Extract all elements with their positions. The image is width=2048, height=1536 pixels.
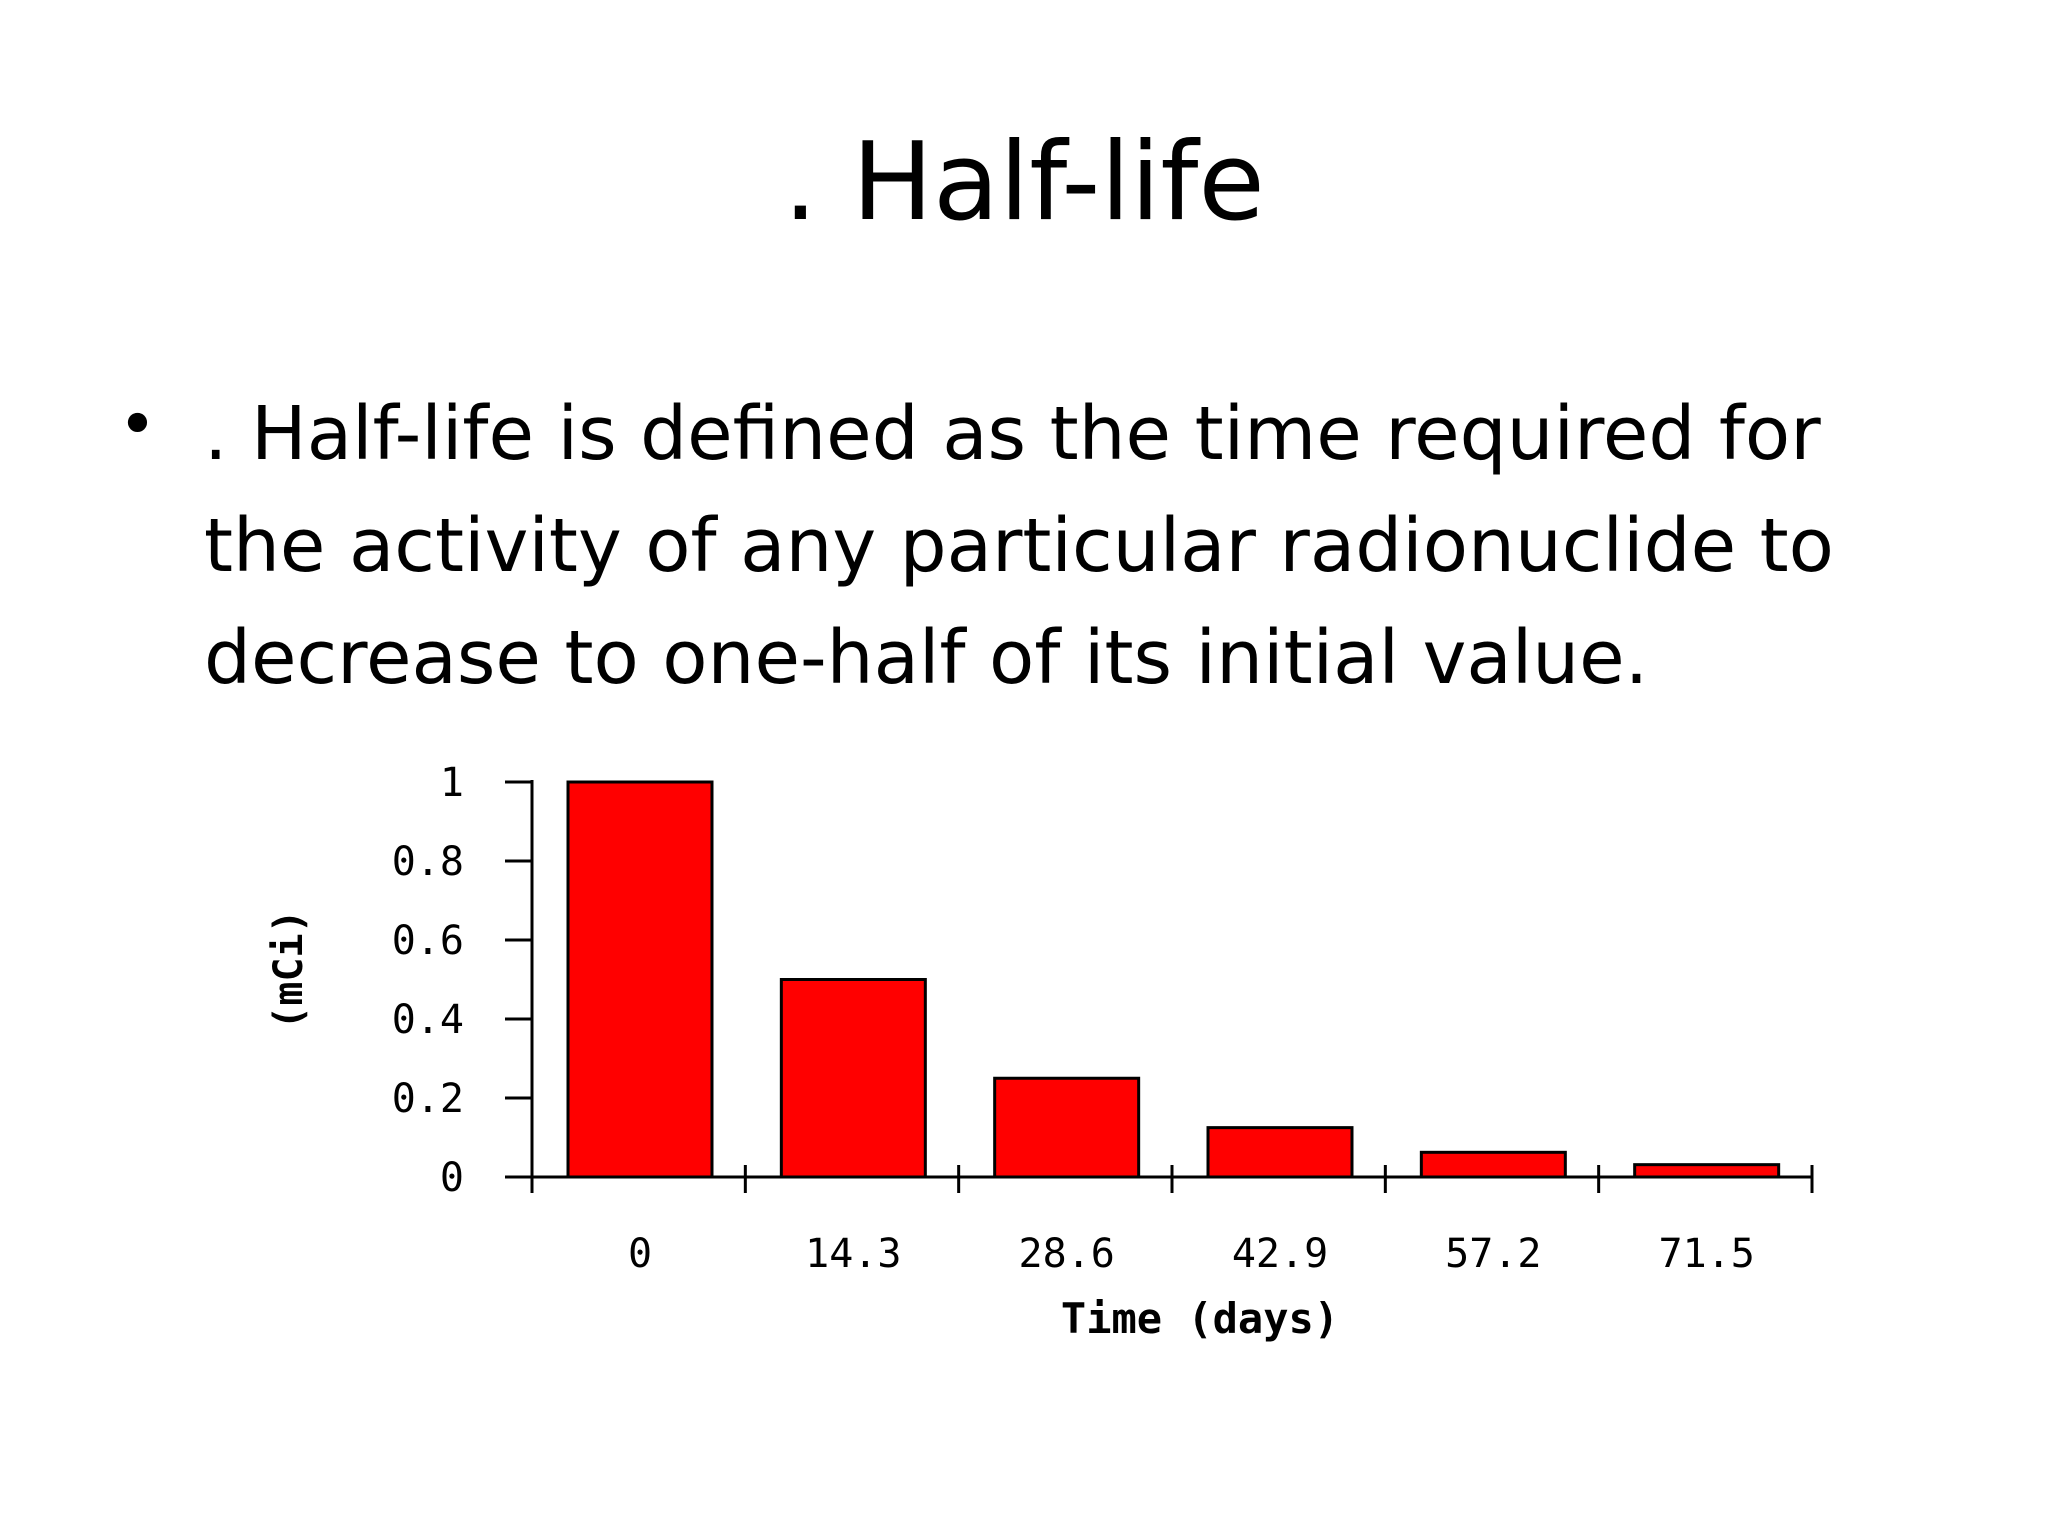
y-tick-label: 0.8	[392, 839, 464, 885]
bullet-text: . Half-life is defined as the time requi…	[204, 391, 1834, 701]
x-tick-label: 28.6	[1019, 1231, 1115, 1277]
bar	[1206, 1126, 1354, 1179]
bar	[993, 1076, 1141, 1179]
x-tick-label: 71.5	[1659, 1231, 1755, 1277]
x-tick-label: 0	[628, 1231, 652, 1277]
bar	[566, 780, 714, 1179]
bar	[1633, 1163, 1781, 1179]
x-axis-title: Time (days)	[1061, 1294, 1339, 1343]
bar	[779, 978, 927, 1179]
bullet-marker: •	[118, 386, 157, 463]
bar	[1419, 1150, 1567, 1179]
y-tick-label: 0.2	[392, 1076, 464, 1122]
y-tick-label: 0.6	[392, 918, 464, 964]
y-tick-label: 0.4	[392, 997, 464, 1043]
y-tick-label: 1	[440, 760, 464, 806]
y-axis-title: (mCi)	[266, 909, 312, 1029]
x-tick-label: 14.3	[805, 1231, 901, 1277]
bullet-item: • . Half-life is defined as the time req…	[118, 378, 1918, 714]
slide-title: . Half-life	[783, 120, 1265, 245]
half-life-bar-chart: 0 0.2 0.4 0.6 0.8 1 0 14.3 28.6 42.9 57.2 71.5 Time …	[240, 740, 1840, 1360]
x-tick-label: 42.9	[1232, 1231, 1328, 1277]
x-tick-label: 57.2	[1445, 1231, 1541, 1277]
y-tick-label: 0	[440, 1155, 464, 1201]
chart-canvas: 0 0.2 0.4 0.6 0.8 1 0 14.3 28.6 42.9 57.2 71.5 Time …	[266, 760, 1814, 1343]
